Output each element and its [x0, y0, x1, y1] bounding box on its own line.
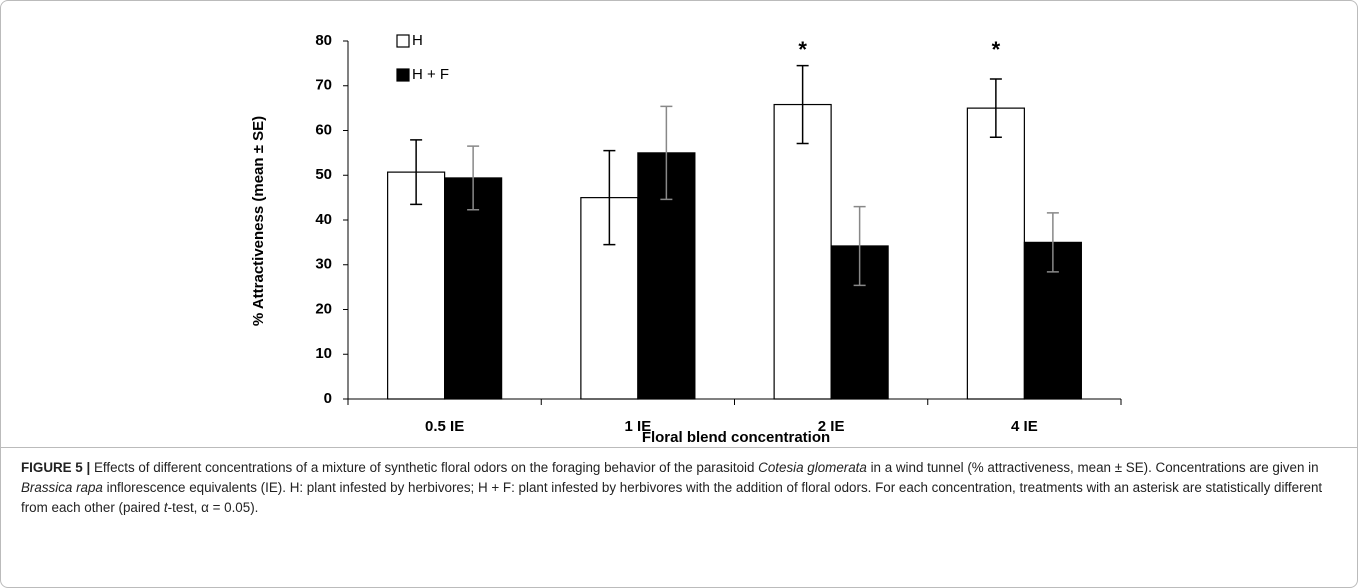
bar [773, 103, 832, 400]
y-tick-label: 60 [315, 121, 332, 138]
bar [444, 177, 503, 400]
error-bar [989, 78, 1002, 138]
error-bar [853, 205, 866, 287]
legend-label: H [412, 32, 423, 49]
error-bar [796, 64, 809, 145]
significance-marker: * [992, 37, 1001, 62]
caption-label: FIGURE 5 | [21, 460, 91, 475]
y-tick-label: 80 [315, 32, 332, 49]
caption-text: -test, α = 0.05). [167, 500, 259, 515]
y-tick-label: 40 [315, 211, 332, 228]
error-bar [660, 105, 673, 201]
y-tick-label: 10 [315, 345, 332, 362]
bar [387, 171, 446, 400]
legend-label: H + F [412, 66, 449, 83]
caption-text: t [163, 500, 168, 515]
y-tick-label: 0 [324, 390, 332, 407]
y-tick-label: 30 [315, 256, 332, 273]
caption-text: inflorescence equivalents (IE). H: plant… [21, 480, 1323, 515]
x-tick-label: 1 IE [625, 418, 652, 435]
caption-text: Effects of different concentrations of a… [90, 460, 759, 475]
error-bar [410, 139, 423, 206]
error-bar [1046, 212, 1059, 273]
x-tick-label: 0.5 IE [425, 418, 464, 435]
error-bar [467, 145, 480, 211]
y-tick-label: 20 [315, 300, 332, 317]
bar [966, 107, 1025, 400]
chart: % Attractiveness (mean ± SE) Floral blen… [250, 32, 1122, 446]
y-tick-label: 50 [315, 166, 332, 183]
significance-marker: * [798, 37, 807, 62]
legend-swatch [396, 68, 410, 82]
x-axis-label: Floral blend concentration [642, 429, 830, 446]
y-axis-label: % Attractiveness (mean ± SE) [250, 116, 267, 326]
y-tick-label: 70 [315, 77, 332, 94]
x-tick-label: 2 IE [818, 418, 845, 435]
caption-text: in a wind tunnel (% attractiveness, mean… [866, 460, 1319, 475]
error-bar [603, 149, 616, 246]
caption: FIGURE 5 | Effects of different concentr… [1, 447, 1357, 587]
caption-text: Brassica rapa [21, 480, 103, 495]
x-tick-label: 4 IE [1011, 418, 1038, 435]
legend-swatch [396, 34, 410, 48]
caption-text: Cotesia glomerata [758, 460, 867, 475]
